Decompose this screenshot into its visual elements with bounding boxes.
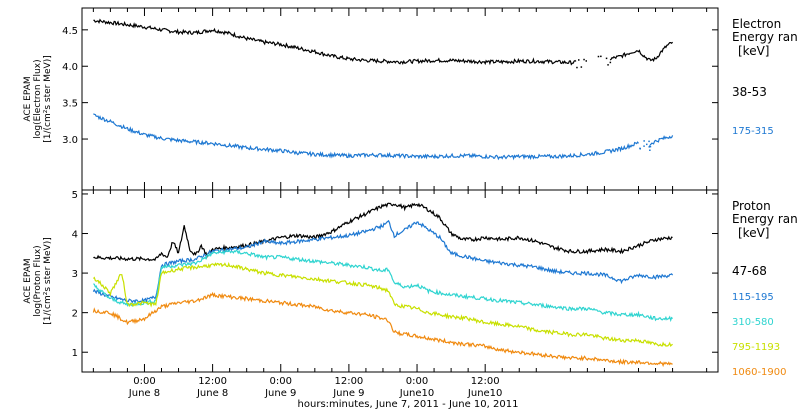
proton-trace-795-1193 (92, 261, 673, 347)
x-tick-time-label: 0:00 (406, 376, 428, 387)
electron-y-tick-label: 3.5 (62, 99, 78, 110)
electron-gap-dot (643, 140, 645, 142)
proton-y-tick-label: 4 (72, 230, 78, 241)
x-tick-date-label: June 9 (332, 388, 364, 399)
electron-gap-dot (609, 61, 612, 64)
electron-gap-dot (648, 140, 650, 143)
proton-y-axis-label: [1/(cm²s ster MeV)] (43, 237, 53, 324)
electron-y-tick-label: 3.0 (62, 135, 78, 146)
electron-trace-175-315 (93, 113, 674, 161)
electron-series-175-315 (93, 113, 674, 161)
electron-gap-dot (580, 66, 583, 68)
proton-series-115-195 (92, 219, 674, 305)
x-axis-label: hours:minutes, June 7, 2011 - June 10, 2… (298, 399, 519, 410)
electron-gap-dot (649, 145, 651, 147)
x-tick-date-label: June10 (399, 388, 435, 399)
electron-trace-38-53 (93, 18, 674, 66)
proton-legend-entry-795-1193: 795-1193 (732, 342, 780, 353)
electron-legend-entry-175-315: 175-315 (732, 126, 774, 137)
electron-gap-dot (600, 55, 602, 58)
proton-series-1060-1900 (92, 291, 673, 368)
proton-y-tick-label: 3 (72, 269, 78, 280)
proton-y-axis-label: ACE EPAM (23, 258, 33, 303)
proton-legend-entry-115-195: 115-195 (732, 292, 774, 303)
electron-gap-dot (576, 66, 578, 69)
proton-legend-title: Proton (732, 199, 771, 213)
proton-series-795-1193 (92, 261, 673, 347)
proton-y-tick-label: 5 (72, 190, 78, 201)
proton-trace-1060-1900 (92, 291, 673, 368)
electron-panel-frame (81, 7, 719, 191)
electron-gap-dot (648, 146, 650, 148)
electron-gap-dot (578, 59, 580, 61)
proton-series-47-68 (93, 202, 673, 262)
x-tick-time-label: 12:00 (471, 376, 500, 387)
electron-y-tick-label: 4.0 (62, 62, 78, 73)
electron-y-axis-label: ACE EPAM (23, 76, 33, 121)
proton-legend-entry-310-580: 310-580 (732, 317, 774, 328)
electron-gap-dot (605, 57, 608, 60)
x-tick-time-label: 12:00 (334, 376, 363, 387)
electron-legend-title: Electron (732, 17, 781, 31)
proton-y-tick-label: 2 (72, 309, 78, 320)
electron-y-tick-label: 4.5 (62, 26, 78, 37)
x-tick-date-label: June 8 (196, 388, 228, 399)
electron-gap-dot (585, 60, 587, 62)
proton-y-tick-label: 1 (72, 348, 78, 359)
electron-gap-dot (646, 143, 648, 146)
proton-trace-310-580 (93, 249, 674, 323)
proton-trace-47-68 (93, 202, 673, 262)
x-tick-date-label: June10 (467, 388, 503, 399)
proton-trace-115-195 (92, 219, 674, 305)
electron-gap-dot (597, 55, 600, 58)
proton-legend-entry-1060-1900: 1060-1900 (732, 367, 787, 378)
proton-legend-entry-47-68: 47-68 (732, 264, 767, 278)
electron-gap-dot (583, 58, 585, 61)
proton-series-310-580 (93, 249, 674, 323)
proton-legend-unit: [keV] (738, 226, 769, 240)
x-tick-time-label: 0:00 (270, 376, 292, 387)
electron-legend-entry-38-53: 38-53 (732, 85, 767, 99)
electron-y-axis-label: [1/(cm²s ster MeV)] (43, 55, 53, 142)
electron-legend-unit: [keV] (738, 44, 769, 58)
x-tick-time-label: 12:00 (198, 376, 227, 387)
x-tick-date-label: June 9 (264, 388, 296, 399)
proton-legend-subtitle: Energy ran (732, 212, 798, 226)
electron-y-axis-label: log(Electron Flux) (33, 59, 43, 138)
electron-gap-dot (607, 64, 609, 66)
electron-gap-dot (639, 147, 641, 150)
proton-y-axis-label: log(Proton Flux) (33, 245, 43, 316)
x-tick-time-label: 0:00 (133, 376, 155, 387)
electron-legend-subtitle: Energy ran (732, 30, 798, 44)
electron-gap-dot (649, 149, 651, 151)
electron-gap-dot (643, 145, 645, 147)
x-tick-date-label: June 8 (128, 388, 160, 399)
electron-series-38-53 (93, 18, 674, 69)
